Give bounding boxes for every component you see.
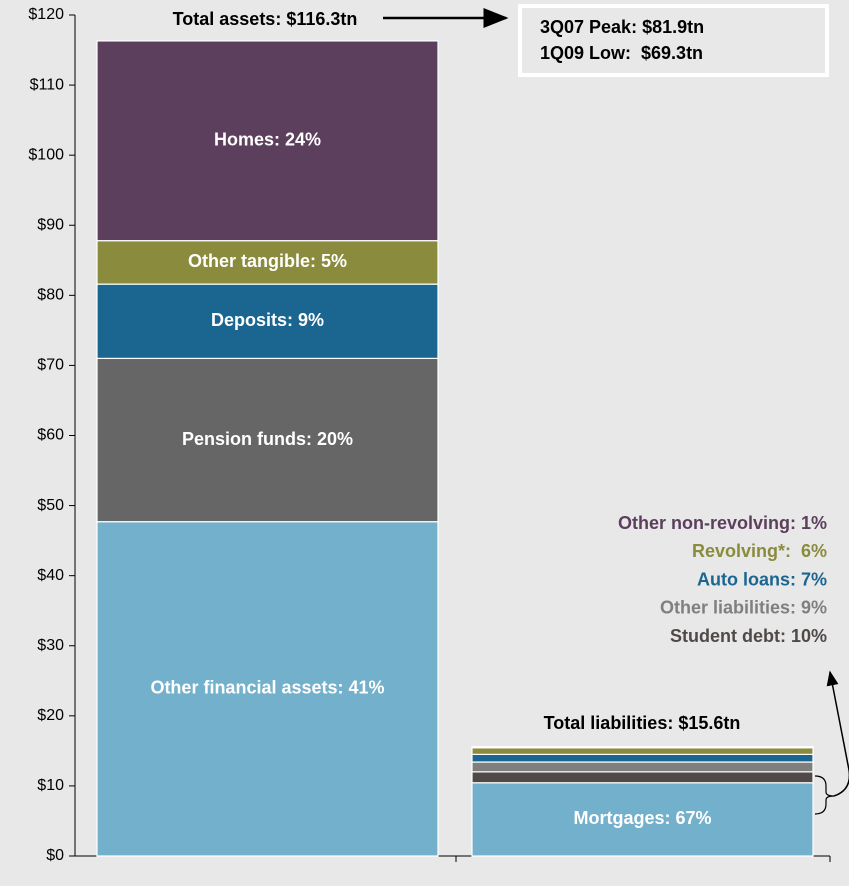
- legend-label: Other non-revolving: 1%: [618, 513, 827, 533]
- segment-label: Mortgages: 67%: [573, 808, 711, 828]
- legend-label: Student debt: 10%: [670, 626, 827, 646]
- y-tick-label: $40: [37, 567, 64, 584]
- bar-segment: [96, 521, 439, 857]
- legend-label: Auto loans: 7%: [697, 569, 827, 589]
- segment-label: Deposits: 9%: [211, 310, 324, 330]
- bar-segment: [471, 747, 814, 755]
- segment-label: Pension funds: 20%: [182, 429, 353, 449]
- y-tick-label: $0: [46, 847, 64, 864]
- bar-segment: [471, 753, 814, 763]
- bar-segment: [96, 240, 439, 285]
- y-tick-label: $110: [30, 76, 65, 93]
- y-tick-label: $90: [37, 216, 64, 233]
- y-tick-label: $50: [37, 497, 64, 514]
- y-tick-label: $10: [37, 777, 64, 794]
- note-box: [518, 4, 829, 77]
- y-tick-label: $80: [37, 287, 64, 304]
- bracket: [814, 775, 835, 815]
- segment-label: Other tangible: 5%: [188, 251, 347, 271]
- bar-segment: [471, 746, 814, 749]
- y-tick-label: $70: [37, 357, 64, 374]
- segment-label: Homes: 24%: [214, 130, 321, 150]
- peak-note: 3Q07 Peak: $81.9tn: [540, 17, 704, 37]
- y-tick-label: $100: [28, 146, 64, 163]
- legend-label: Revolving*: 6%: [692, 541, 827, 561]
- total-assets: Total assets: $116.3tn: [173, 9, 358, 29]
- bar-segment: [471, 761, 814, 773]
- low-note: 1Q09 Low: $69.3tn: [540, 43, 703, 63]
- bar-segment: [96, 40, 439, 242]
- segment-label: Other financial assets: 41%: [150, 678, 384, 698]
- total-liabilities: Total liabilities: $15.6tn: [544, 713, 741, 733]
- legend-label: Other liabilities: 9%: [660, 598, 827, 618]
- y-tick-label: $20: [37, 707, 64, 724]
- y-tick-label: $120: [28, 6, 64, 23]
- bar-segment: [96, 283, 439, 360]
- bar-segment: [471, 782, 814, 857]
- y-tick-label: $60: [37, 427, 64, 444]
- y-tick-label: $30: [37, 637, 64, 654]
- pointer-arrow: [826, 670, 849, 797]
- bar-segment: [471, 771, 814, 784]
